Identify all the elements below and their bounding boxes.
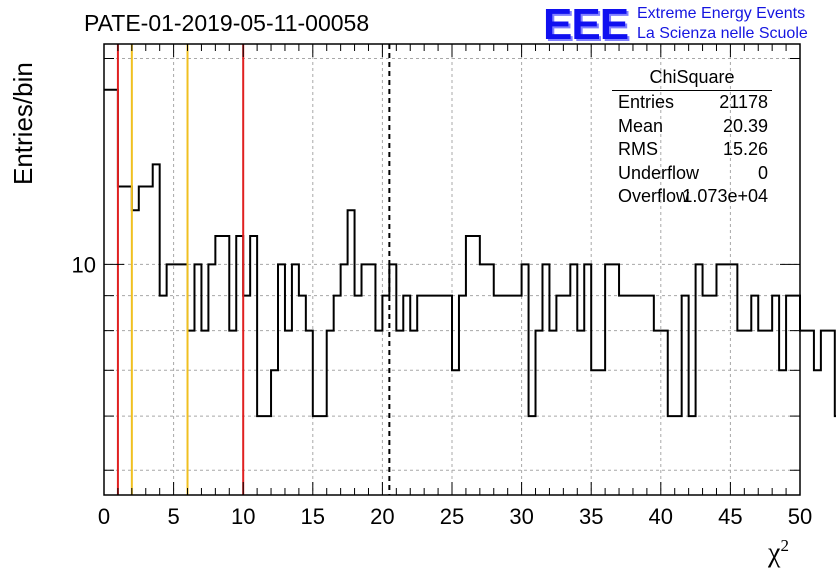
stats-key: RMS — [618, 139, 658, 159]
logo-letters: EEE — [543, 0, 629, 49]
logo-line-2: La Scienza nelle Scuole — [637, 25, 808, 42]
stats-key: Overflow — [618, 186, 690, 206]
stats-row-underflow: Underflow 0 — [612, 162, 772, 186]
stats-row-mean: Mean 20.39 — [612, 115, 772, 139]
chart-title: PATE-01-2019-05-11-00058 — [84, 10, 370, 36]
stats-value: 1.073e+04 — [682, 186, 768, 206]
x-tick-label: 50 — [788, 504, 812, 529]
stats-key: Underflow — [618, 162, 700, 183]
stats-key: Entries — [618, 92, 675, 112]
x-tick-label: 30 — [509, 504, 533, 529]
x-tick-label: 5 — [167, 504, 179, 529]
x-tick-label: 35 — [579, 504, 603, 529]
stats-key: Mean — [618, 115, 664, 136]
stats-title: ChiSquare — [612, 66, 772, 91]
y-axis-label: Entries/bin — [8, 62, 38, 185]
eee-logo: EEE Extreme Energy Events La Scienza nel… — [543, 0, 808, 49]
x-tick-label: 10 — [231, 504, 255, 529]
x-tick-label: 40 — [649, 504, 673, 529]
logo-text: Extreme Energy Events La Scienza nelle S… — [637, 4, 808, 44]
logo-line-1: Extreme Energy Events — [637, 5, 806, 22]
stats-box: ChiSquare Entries 21178 Mean 20.39 RMS 1… — [612, 66, 772, 209]
x-tick-label: 25 — [440, 504, 464, 529]
x-axis-label: χ2 — [768, 536, 789, 569]
stats-row-overflow: Overflow 1.073e+04 — [612, 185, 772, 209]
x-tick-label: 20 — [370, 504, 394, 529]
stats-value: 20.39 — [722, 115, 768, 136]
x-tick-label: 45 — [718, 504, 742, 529]
stats-row-rms: RMS 15.26 — [612, 138, 772, 162]
x-tick-label: 15 — [301, 504, 325, 529]
stats-value: 21178 — [719, 92, 768, 112]
stats-row-entries: Entries 21178 — [612, 91, 772, 115]
x-tick-label: 0 — [98, 504, 110, 529]
stats-value: 15.26 — [722, 139, 768, 159]
stats-value: 0 — [757, 162, 768, 183]
y-tick-label: 10 — [72, 252, 96, 277]
plot-area — [104, 44, 800, 495]
histogram-series — [104, 88, 836, 418]
